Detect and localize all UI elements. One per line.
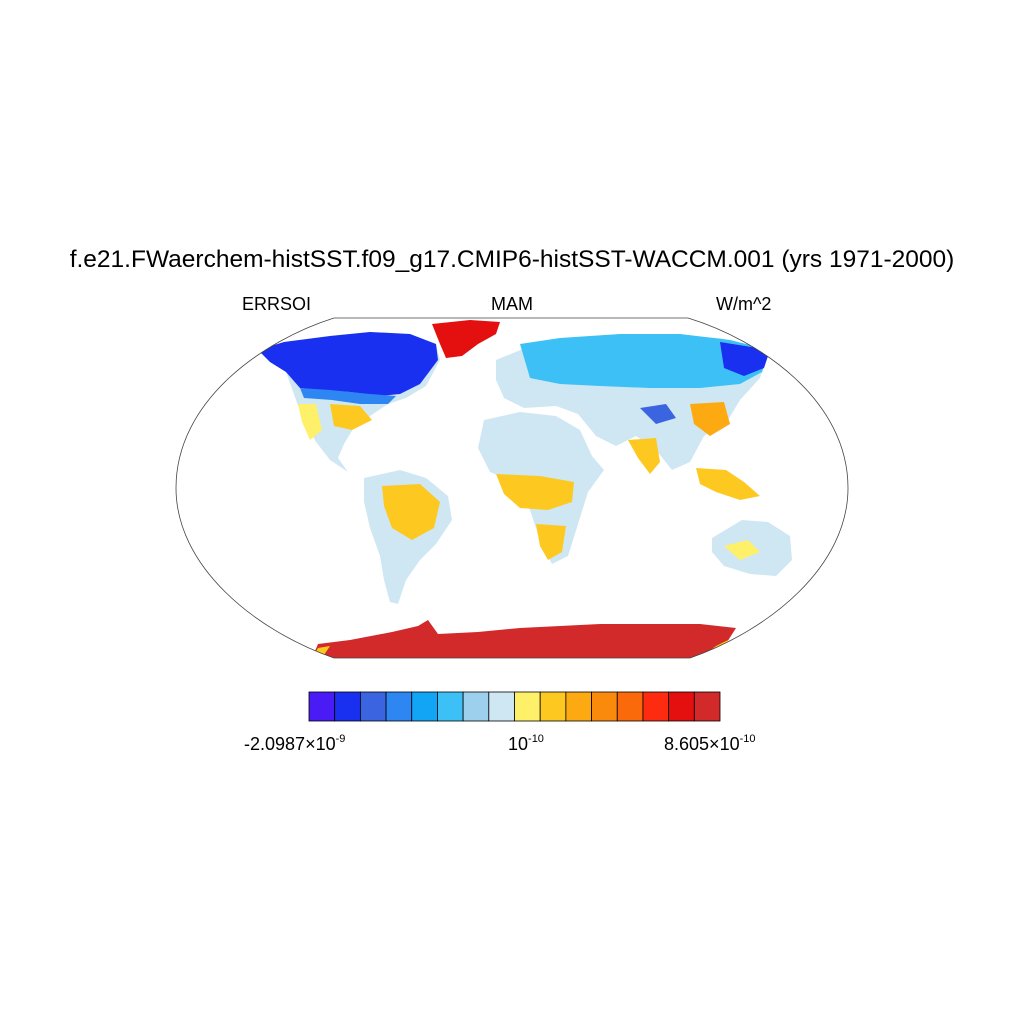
greenland xyxy=(432,320,500,358)
colorbar-box xyxy=(514,691,541,722)
colorbar-box xyxy=(642,691,670,722)
antarctica xyxy=(312,620,736,658)
colorbar-max-label: 8.605×10-10 xyxy=(664,733,756,754)
north-america-subarctic xyxy=(300,388,396,404)
colorbar-min-label: -2.0987×10-9 xyxy=(244,733,346,754)
colorbar-box xyxy=(334,691,361,722)
map-outline xyxy=(175,317,849,659)
colorbar-box xyxy=(462,691,490,722)
colorbar-box xyxy=(308,691,336,722)
units-label: W/m^2 xyxy=(716,294,772,314)
colorbar-box xyxy=(591,691,618,722)
colorbar xyxy=(308,691,721,722)
colorbar-box xyxy=(539,691,567,722)
season-label: MAM xyxy=(491,294,533,314)
southeast-asia xyxy=(696,468,760,500)
colorbar-mid-label: 10-10 xyxy=(508,733,544,754)
land-fields xyxy=(258,320,792,658)
tibet xyxy=(640,404,676,424)
eurasia-far-north xyxy=(720,342,770,376)
north-america-arctic xyxy=(258,332,438,396)
colorbar-box xyxy=(385,691,413,722)
south-america-tropics xyxy=(382,484,440,540)
africa-sahel xyxy=(496,474,574,510)
east-asia xyxy=(690,402,730,436)
colorbar-box xyxy=(693,691,721,722)
colorbar-box xyxy=(437,691,464,722)
india xyxy=(628,438,660,474)
plot-title: f.e21.FWaerchem-histSST.f09_g17.CMIP6-hi… xyxy=(69,246,955,273)
colorbar-box xyxy=(565,691,592,722)
variable-name: ERRSOI xyxy=(242,294,312,314)
colorbar-box xyxy=(668,691,695,722)
colorbar-box xyxy=(488,691,515,722)
australia-spots xyxy=(724,540,760,560)
north-america-east xyxy=(330,404,372,430)
colorbar-box xyxy=(616,691,644,722)
africa-south xyxy=(536,524,566,560)
eurasia-north xyxy=(520,334,770,388)
north-america-west xyxy=(298,404,322,440)
colorbar-box xyxy=(359,691,387,722)
colorbar-box xyxy=(411,691,438,722)
